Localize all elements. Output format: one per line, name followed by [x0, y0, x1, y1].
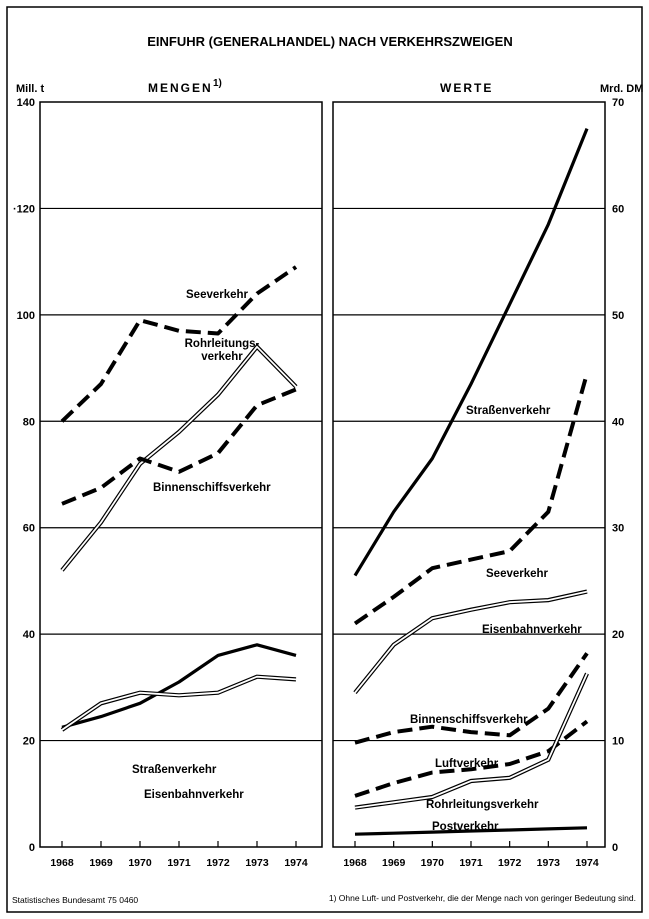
werte-x-tick-label: 1968 — [343, 857, 367, 869]
werte-label-strassenverkehr: Straßenverkehr — [466, 405, 551, 417]
werte-series-binnenschiffsverkehr — [354, 652, 589, 745]
mengen-y-tick-label: 140 — [17, 97, 35, 109]
footnote: 1) Ohne Luft- und Postverkehr, die der M… — [329, 893, 636, 903]
mengen-series-eisenbahnverkehr-inner — [61, 675, 297, 731]
werte-y-tick-labels: 0 10 20 30 40 50 60 70 — [612, 97, 624, 854]
werte-label-seeverkehr: Seeverkehr — [486, 568, 549, 580]
werte-x-tick-label: 1970 — [421, 857, 445, 869]
werte-label-eisenbahnverkehr: Eisenbahnverkehr — [482, 624, 582, 636]
mengen-x-tick-label: 1971 — [167, 857, 191, 869]
mengen-series-rohrleitungs-verkehr-inner — [61, 345, 297, 571]
mengen-series-strassenverkehr — [61, 643, 297, 729]
werte-gridlines — [333, 207, 605, 742]
mengen-label-seeverkehr: Seeverkehr — [186, 289, 249, 301]
werte-y-axis-label: Mrd. DM — [600, 83, 643, 95]
mengen-gridlines — [40, 207, 322, 742]
mengen-label-binnenschiffsverkehr: Binnenschiffsverkehr — [153, 482, 271, 494]
werte-y-tick-label: 0 — [612, 842, 618, 854]
werte-x-tick-label: 1969 — [382, 857, 406, 869]
source-note: Statistisches Bundesamt 75 0460 — [12, 895, 138, 905]
mengen-y-tick-label: 60 — [23, 523, 35, 535]
mengen-y-tick-label: 80 — [23, 416, 35, 428]
werte-x-tick-label: 1972 — [498, 857, 522, 869]
werte-label-postverkehr: Postverkehr — [432, 821, 499, 833]
werte-panel-title: WERTE — [440, 81, 493, 95]
mengen-series-binnenschiffsverkehr — [61, 387, 297, 506]
werte-y-tick-label: 60 — [612, 203, 624, 215]
mengen-y-tick-label: 100 — [17, 310, 35, 322]
werte-y-tick-label: 40 — [612, 416, 624, 428]
mengen-x-tick-label: 1973 — [245, 857, 269, 869]
werte-y-tick-label: 10 — [612, 736, 624, 748]
werte-label-rohrleitungsverkehr: Rohrleitungsverkehr — [426, 799, 539, 811]
mengen-y-tick-label: ·120 — [13, 203, 35, 215]
mengen-series-seeverkehr — [60, 265, 298, 423]
mengen-series-rohrleitungs-verkehr-outer — [60, 343, 298, 572]
mengen-label-rohrleitungs-verkehr: Rohrleitungs-verkehr — [185, 338, 260, 363]
mengen-x-tick-label: 1968 — [50, 857, 74, 869]
mengen-x-tick-label: 1969 — [89, 857, 113, 869]
mengen-series-lines — [60, 265, 298, 732]
mengen-y-tick-label: 0 — [29, 842, 35, 854]
mengen-y-tick-label: 40 — [23, 629, 35, 641]
werte-series-postverkehr — [354, 826, 588, 836]
werte-series-lines — [353, 128, 589, 836]
mengen-series-eisenbahnverkehr-outer — [60, 674, 297, 732]
mengen-x-tick-label: 1970 — [128, 857, 152, 869]
mengen-label-strassenverkehr: Straßenverkehr — [132, 764, 217, 776]
werte-series-luftverkehr — [354, 719, 589, 798]
mengen-y-tick-labels: 0 20 40 60 80 100 ·120 140 — [13, 97, 35, 854]
werte-y-tick-label: 20 — [612, 629, 624, 641]
werte-plot-frame — [332, 101, 606, 848]
werte-series-strassenverkehr — [353, 128, 589, 577]
mengen-label-line: Rohrleitungs- — [185, 338, 260, 350]
werte-y-tick-label: 50 — [612, 310, 624, 322]
mengen-plot-frame — [39, 101, 323, 848]
werte-label-luftverkehr: Luftverkehr — [435, 758, 499, 770]
werte-x-tick-label: 1971 — [459, 857, 483, 869]
mengen-panel: MENGEN 1) Mill. t 0 20 40 60 80 100 ·120 140 19… — [13, 78, 323, 869]
mengen-label-line: verkehr — [201, 351, 243, 363]
mengen-label-eisenbahnverkehr: Eisenbahnverkehr — [144, 789, 244, 801]
mengen-y-tick-label: 20 — [23, 736, 35, 748]
mengen-panel-title: MENGEN — [148, 81, 213, 95]
werte-series-seeverkehr — [353, 372, 589, 626]
werte-y-tick-label: 30 — [612, 523, 624, 535]
figure-border — [6, 6, 643, 913]
werte-series-eisenbahnverkehr-outer — [353, 589, 588, 695]
mengen-y-axis-label: Mill. t — [16, 83, 44, 95]
mengen-x-tick-label: 1972 — [206, 857, 230, 869]
mengen-series-labels: Seeverkehr Rohrleitungs-verkehr Binnenschi… — [132, 289, 271, 801]
werte-x-tick-labels: 1968 1969 1970 1971 1972 1973 1974 — [343, 841, 599, 869]
werte-label-binnenschiffsverkehr: Binnenschiffsverkehr — [410, 714, 528, 726]
werte-x-tick-label: 1973 — [537, 857, 561, 869]
werte-x-tick-label: 1974 — [575, 857, 599, 869]
mengen-x-tick-labels: 1968 1969 1970 1971 1972 1973 1974 — [50, 841, 308, 869]
werte-series-rohrleitungsverkehr-inner — [354, 673, 588, 809]
werte-series-labels: Straßenverkehr Seeverkehr Eisenbahnverkehr… — [410, 405, 582, 833]
werte-y-tick-label: 70 — [612, 97, 624, 109]
werte-series-eisenbahnverkehr-inner — [354, 590, 588, 694]
mengen-x-tick-label: 1974 — [284, 857, 308, 869]
figure-title: EINFUHR (GENERALHANDEL) NACH VERKEHRSZWE… — [147, 34, 512, 49]
mengen-panel-title-note: 1) — [213, 78, 222, 89]
